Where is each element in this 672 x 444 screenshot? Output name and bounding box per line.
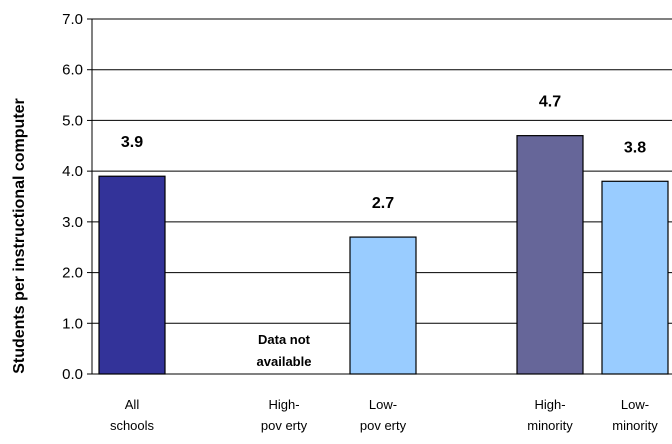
category-labels: All schools High-pov erty Low-pov erty High-… <box>110 397 658 433</box>
x-tick-label: pov erty <box>360 418 407 433</box>
y-tick-label: 7.0 <box>62 11 83 28</box>
not-available-note-line2: available <box>257 354 312 369</box>
y-tick-label: 2.0 <box>62 265 83 282</box>
x-tick-label: minority <box>527 418 573 433</box>
x-tick-label: Low- <box>621 397 649 412</box>
x-tick-label: All <box>125 397 140 412</box>
bars <box>98 135 669 375</box>
y-tick-label: 1.0 <box>62 315 83 332</box>
y-tick-label: 3.0 <box>62 214 83 231</box>
bar <box>516 135 584 375</box>
y-tick-label: 0.0 <box>62 366 83 383</box>
y-tick-label: 6.0 <box>62 62 83 79</box>
data-label: 3.9 <box>121 134 143 151</box>
x-tick-label: High- <box>268 397 299 412</box>
x-tick-label: Low- <box>369 397 397 412</box>
x-tick-label: pov erty <box>261 418 308 433</box>
value-labels: 3.9 2.7 4.7 3.8 <box>121 94 646 212</box>
data-label: 3.8 <box>624 139 646 156</box>
not-available-note-line1: Data not <box>258 332 311 347</box>
y-axis-ticks: 0.0 1.0 2.0 3.0 4.0 5.0 6.0 7.0 <box>62 11 92 383</box>
data-label: 4.7 <box>539 94 561 111</box>
y-axis-label: Students per instructional computer <box>11 98 28 374</box>
y-tick-label: 4.0 <box>62 163 83 180</box>
x-tick-label: schools <box>110 418 155 433</box>
y-tick-label: 5.0 <box>62 112 83 129</box>
bar <box>601 180 669 375</box>
data-label: 2.7 <box>372 195 394 212</box>
bar <box>98 175 166 375</box>
bar <box>349 236 417 375</box>
gridlines <box>92 18 672 324</box>
x-tick-label: High- <box>534 397 565 412</box>
x-tick-label: minority <box>612 418 658 433</box>
